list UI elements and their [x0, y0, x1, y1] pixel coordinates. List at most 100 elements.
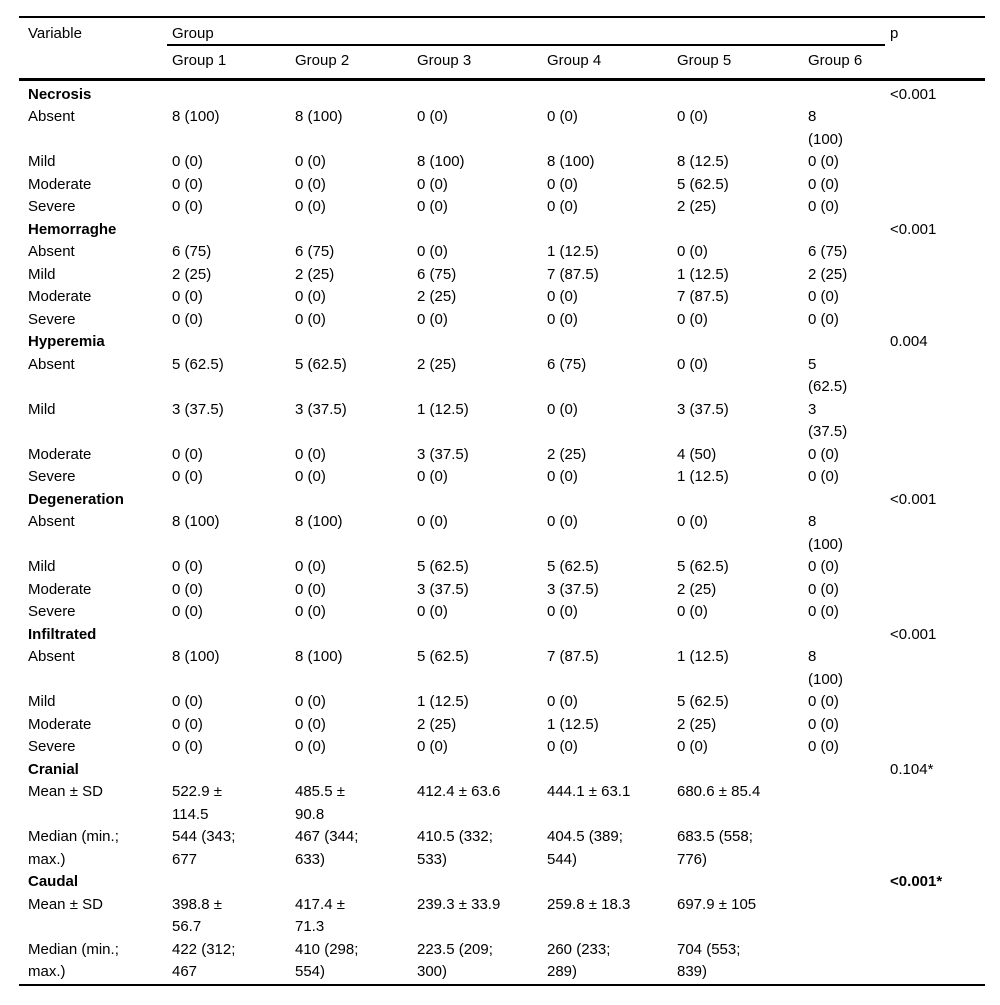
- cell-value: 544 (343; 677: [172, 828, 236, 868]
- cell-value: 0 (0): [547, 603, 578, 620]
- cell-value: 0 (0): [677, 355, 708, 373]
- cell-value: 0 (0): [417, 175, 448, 193]
- cell-value: 8 (100): [547, 153, 595, 170]
- header-group-4: Group 4: [542, 45, 672, 81]
- table-row: Moderate 0 (0) 0 (0) 2 (25) 0 (0) 7 (87.5) 0 (…: [19, 286, 985, 309]
- cell-value: 0 (0): [295, 198, 326, 215]
- header-group-5: Group 5: [672, 45, 803, 81]
- cell-value: 0 (0): [808, 198, 839, 215]
- empty-cell: [290, 759, 412, 782]
- cell-value: 404.5 (389; 544): [547, 828, 623, 868]
- empty-p-cell: [885, 646, 985, 691]
- cell-value: 2 (25): [677, 198, 717, 215]
- cell-value: 417.4 ± 71.3: [295, 895, 345, 936]
- cell-value: 8 (100): [808, 513, 844, 553]
- cell-value: 8 (100): [808, 648, 844, 688]
- cell-value: 2 (25): [417, 715, 457, 733]
- empty-p-cell: [885, 556, 985, 579]
- cell-value: 0 (0): [172, 603, 203, 620]
- empty-p-cell: [885, 714, 985, 737]
- cell-value: 8 (100): [172, 108, 220, 125]
- table-row: Absent 8 (100) 8 (100) 0 (0) 0 (0) 0 (0) 8 (10…: [19, 511, 985, 556]
- cell-value: 444.1 ± 63.1: [547, 783, 631, 800]
- row-label: Absent: [28, 355, 75, 373]
- cell-value: 0 (0): [172, 445, 203, 463]
- cell-value: [803, 826, 885, 871]
- row-label: Severe: [28, 603, 76, 620]
- cell-value: 0 (0): [295, 153, 326, 170]
- empty-cell: [412, 489, 542, 512]
- p-value: <0.001*: [890, 873, 943, 890]
- cell-value: 0 (0): [547, 513, 578, 530]
- empty-cell: [167, 871, 290, 894]
- row-label: Mild: [28, 693, 56, 710]
- cell-value: 8 (100): [417, 153, 465, 170]
- empty-p-cell: [885, 691, 985, 714]
- cell-value: 0 (0): [172, 288, 203, 305]
- header-group: Group: [167, 17, 886, 46]
- table-row: Mild 0 (0) 0 (0) 5 (62.5) 5 (62.5) 5 (62.5) 0 …: [19, 556, 985, 579]
- results-table: Variable Group p Group 1 Group 2 Group 3…: [19, 16, 986, 986]
- cell-value: 0 (0): [808, 288, 839, 305]
- table-row: Mean ± SD 522.9 ± 114.5 485.5 ± 90.8 412.4 …: [19, 781, 985, 826]
- empty-p-cell: [885, 826, 985, 871]
- empty-cell: [803, 219, 885, 242]
- cell-value: 3 (37.5): [295, 400, 347, 418]
- cell-value: 0 (0): [547, 693, 578, 710]
- empty-cell: [803, 871, 885, 894]
- cell-value: 3 (37.5): [547, 580, 599, 598]
- header-group-3: Group 3: [412, 45, 542, 81]
- p-value: <0.001: [890, 220, 937, 238]
- cell-value: 422 (312; 467: [172, 940, 236, 981]
- cell-value: 0 (0): [172, 715, 203, 733]
- cell-value: 0 (0): [677, 513, 708, 530]
- cell-value: 398.8 ± 56.7: [172, 895, 222, 936]
- cell-value: 0 (0): [295, 603, 326, 620]
- empty-cell: [412, 331, 542, 354]
- cell-value: 259.8 ± 18.3: [547, 895, 631, 913]
- cell-value: 6 (75): [295, 243, 335, 260]
- cell-value: 0 (0): [172, 468, 203, 485]
- cell-value: 0 (0): [677, 108, 708, 125]
- header-group-2: Group 2: [290, 45, 412, 81]
- cell-value: 8 (100): [808, 108, 844, 148]
- table-row: Median (min.; max.) 544 (343; 677 467 (344…: [19, 826, 985, 871]
- table-row: Absent 8 (100) 8 (100) 5 (62.5) 7 (87.5) 1 (1…: [19, 646, 985, 691]
- cell-value: 0 (0): [172, 198, 203, 215]
- empty-cell: [542, 331, 672, 354]
- row-label: Moderate: [28, 288, 92, 305]
- empty-cell: [290, 489, 412, 512]
- empty-cell: [167, 489, 290, 512]
- cell-value: 2 (25): [677, 715, 717, 733]
- empty-cell: [290, 331, 412, 354]
- empty-cell: [167, 759, 290, 782]
- header-row-top: Variable Group p: [19, 17, 986, 81]
- empty-cell: [803, 331, 885, 354]
- empty-p-cell: [885, 264, 985, 287]
- cell-value: 0 (0): [295, 738, 326, 755]
- empty-cell: [412, 759, 542, 782]
- cell-value: 2 (25): [417, 288, 457, 305]
- section-name: Cranial: [28, 760, 79, 778]
- cell-value: 1 (12.5): [417, 693, 469, 710]
- section-header-row: Caudal <0.001*: [19, 871, 985, 894]
- empty-p-cell: [885, 106, 985, 151]
- table-row: Moderate 0 (0) 0 (0) 0 (0) 0 (0) 5 (62.5) 0 (0…: [19, 174, 985, 197]
- row-label: Severe: [28, 738, 76, 755]
- cell-value: 412.4 ± 63.6: [417, 783, 501, 800]
- empty-cell: [803, 624, 885, 647]
- row-label: Mild: [28, 400, 56, 418]
- cell-value: 8 (100): [295, 108, 343, 125]
- empty-cell: [412, 624, 542, 647]
- empty-cell: [167, 79, 290, 106]
- cell-value: 0 (0): [547, 738, 578, 755]
- empty-cell: [412, 79, 542, 106]
- cell-value: 0 (0): [547, 288, 578, 305]
- cell-value: 0 (0): [547, 468, 578, 485]
- cell-value: 0 (0): [172, 310, 203, 328]
- empty-p-cell: [885, 579, 985, 602]
- empty-cell: [412, 871, 542, 894]
- empty-cell: [672, 871, 803, 894]
- cell-value: 0 (0): [547, 198, 578, 215]
- table-row: Severe 0 (0) 0 (0) 0 (0) 0 (0) 0 (0) 0 (0): [19, 601, 985, 624]
